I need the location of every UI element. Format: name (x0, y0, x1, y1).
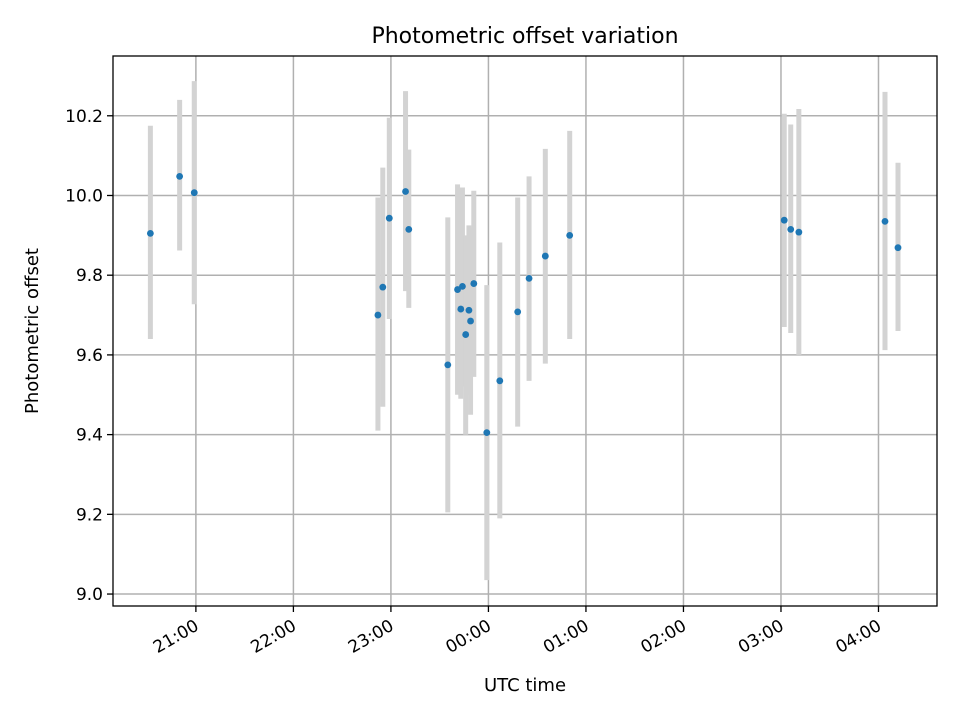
x-tick-label: 23:00 (345, 616, 397, 658)
data-point (881, 217, 889, 225)
data-point (176, 172, 184, 180)
data-point (379, 283, 387, 291)
y-tick-label: 9.6 (76, 346, 103, 366)
data-point (385, 214, 393, 222)
data-points (146, 172, 902, 437)
y-tick-label: 10.0 (65, 186, 103, 206)
data-point (496, 377, 504, 385)
grid-lines (113, 56, 937, 606)
data-point (467, 317, 474, 325)
data-point (525, 274, 533, 282)
y-tick-label: 9.8 (76, 266, 103, 286)
x-axis-ticks: 21:00 22:00 23:00 00:00 01:00 02:00 03:00 04:00 (150, 606, 885, 658)
data-point (541, 252, 549, 260)
data-point (457, 305, 465, 313)
x-tick-label: 04:00 (833, 616, 885, 658)
data-point (405, 225, 413, 233)
x-tick-label: 22:00 (247, 616, 299, 658)
data-point (787, 225, 795, 233)
chart-title: Photometric offset variation (371, 24, 678, 49)
data-point (402, 188, 409, 195)
y-axis-label: Photometric offset (22, 248, 43, 414)
x-tick-label: 01:00 (540, 616, 592, 658)
data-point (566, 231, 574, 239)
y-axis-ticks: 9.0 9.2 9.4 9.6 9.8 10.0 10.2 (65, 107, 113, 605)
data-point (459, 282, 466, 290)
y-tick-label: 9.4 (76, 426, 103, 446)
data-point (514, 308, 522, 316)
data-point (795, 228, 803, 236)
x-tick-label: 00:00 (442, 616, 494, 658)
data-point (462, 331, 470, 338)
x-tick-label: 02:00 (638, 616, 690, 658)
data-point (374, 311, 382, 319)
data-point (483, 429, 491, 437)
x-tick-label: 21:00 (150, 616, 202, 658)
error-bars (147, 81, 901, 581)
data-point (454, 286, 461, 293)
y-tick-label: 9.0 (76, 585, 103, 605)
data-point (146, 229, 154, 237)
y-tick-label: 10.2 (65, 107, 103, 127)
data-point (190, 189, 198, 197)
data-point (444, 361, 452, 369)
data-point (465, 306, 473, 314)
data-point (894, 244, 902, 252)
data-point (780, 216, 788, 224)
plot-frame (112, 55, 938, 607)
x-axis-label: UTC time (484, 675, 566, 696)
data-point (470, 280, 478, 287)
x-tick-label: 03:00 (735, 616, 787, 658)
y-tick-label: 9.2 (76, 505, 103, 525)
